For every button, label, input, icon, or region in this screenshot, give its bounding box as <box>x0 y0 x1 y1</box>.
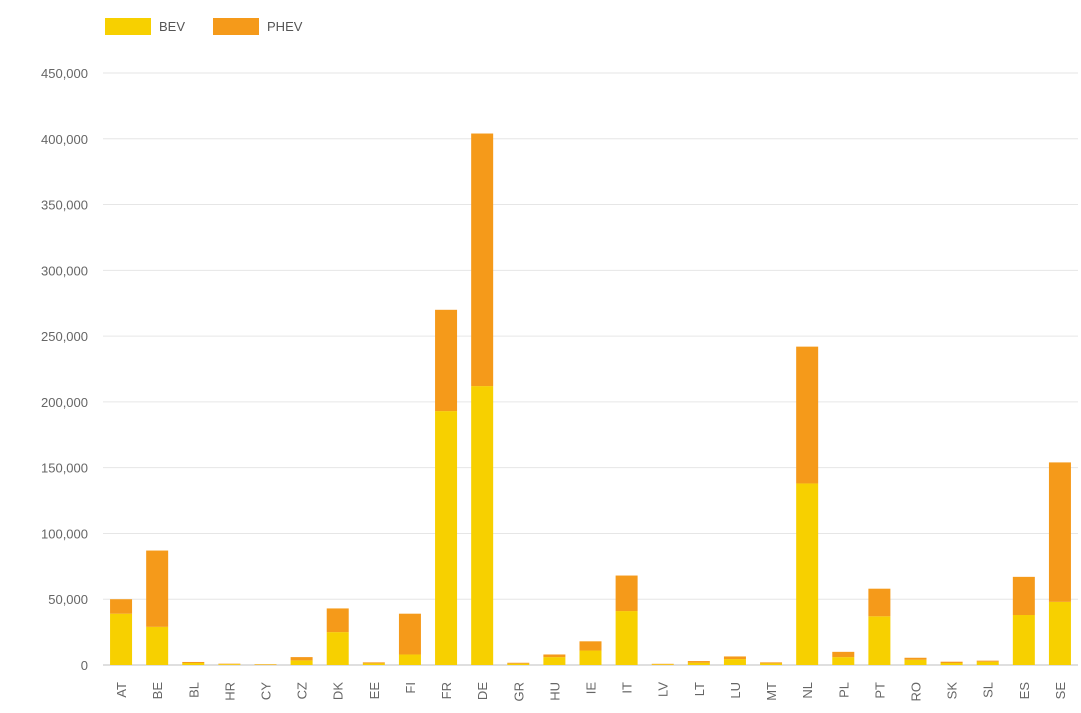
bar-bev-gr <box>507 663 530 665</box>
x-tick-label: RO <box>909 682 924 702</box>
chart-legend: BEV PHEV <box>105 18 302 35</box>
bar-phev-ee <box>362 662 385 664</box>
x-tick-label: BE <box>150 682 165 700</box>
bar-phev-at <box>110 599 133 614</box>
x-tick-label: AT <box>114 682 129 698</box>
bar-phev-dk <box>326 608 349 633</box>
bar-bev-hu <box>543 657 566 665</box>
bar-bev-sk <box>940 663 963 665</box>
y-tick-label: 250,000 <box>41 329 88 344</box>
legend-swatch-bev <box>105 18 151 35</box>
bar-phev-lu <box>723 656 746 660</box>
bar-bev-pt <box>868 616 891 665</box>
bar-phev-nl <box>796 346 819 484</box>
x-tick-label: LU <box>728 682 743 699</box>
bar-phev-bl <box>182 661 205 664</box>
y-tick-label: 450,000 <box>41 66 88 81</box>
bar-phev-ie <box>579 641 602 651</box>
bar-bev-ro <box>904 659 927 665</box>
bar-bev-bl <box>182 663 205 665</box>
bar-phev-mt <box>760 662 783 664</box>
x-tick-label: SE <box>1053 682 1068 700</box>
legend-item-phev[interactable]: PHEV <box>213 18 302 35</box>
bar-bev-ee <box>362 663 385 665</box>
x-tick-label: ES <box>1017 682 1032 700</box>
x-tick-label: IT <box>620 682 635 694</box>
bar-bev-sl <box>976 661 999 665</box>
x-tick-label: FI <box>403 682 418 694</box>
bar-bev-nl <box>796 483 819 665</box>
y-tick-label: 100,000 <box>41 526 88 541</box>
y-tick-label: 300,000 <box>41 263 88 278</box>
bar-bev-it <box>615 611 638 665</box>
bar-phev-es <box>1012 576 1035 616</box>
bar-bev-be <box>146 626 169 665</box>
bar-bev-fr <box>435 411 458 665</box>
bar-bev-cz <box>290 660 313 665</box>
bar-bev-dk <box>326 632 349 665</box>
y-tick-label: 0 <box>81 658 88 673</box>
x-tick-label: HU <box>547 682 562 701</box>
legend-swatch-phev <box>213 18 260 35</box>
x-tick-label: NL <box>800 682 815 699</box>
x-tick-label: LV <box>656 682 671 697</box>
bar-bev-at <box>110 613 133 665</box>
bar-phev-gr <box>507 662 530 664</box>
x-tick-label: EE <box>367 682 382 700</box>
x-tick-label: HR <box>222 682 237 701</box>
bar-phev-pt <box>868 588 891 617</box>
bar-phev-hr <box>218 663 241 665</box>
legend-label-phev: PHEV <box>267 19 303 34</box>
bar-bev-es <box>1012 615 1035 665</box>
y-tick-label: 200,000 <box>41 395 88 410</box>
bar-phev-lt <box>687 661 710 663</box>
bar-phev-it <box>615 575 638 612</box>
legend-item-bev[interactable]: BEV <box>105 18 185 35</box>
bar-bev-se <box>1048 601 1071 665</box>
bar-bev-ie <box>579 650 602 665</box>
bar-phev-fr <box>435 309 458 412</box>
legend-label-bev: BEV <box>159 19 186 34</box>
y-tick-label: 350,000 <box>41 198 88 213</box>
x-tick-label: PL <box>836 682 851 698</box>
bar-bev-lu <box>723 659 746 665</box>
bar-bev-fi <box>398 654 421 665</box>
x-tick-label: PT <box>872 682 887 699</box>
y-tick-label: 400,000 <box>41 132 88 147</box>
x-tick-label: IE <box>584 682 599 695</box>
x-tick-label: BL <box>186 682 201 698</box>
x-tick-label: GR <box>511 682 526 702</box>
x-tick-label: DK <box>331 682 346 700</box>
bar-phev-lv <box>651 663 674 665</box>
x-tick-label: SL <box>981 682 996 698</box>
x-tick-label: LT <box>692 682 707 696</box>
bar-phev-de <box>471 133 494 387</box>
x-tick-label: DE <box>475 682 490 700</box>
bar-phev-sl <box>976 660 999 662</box>
y-tick-label: 50,000 <box>48 592 88 607</box>
bar-phev-fi <box>398 613 421 655</box>
bar-phev-se <box>1048 462 1071 602</box>
x-tick-label: FR <box>439 682 454 699</box>
bar-bev-de <box>471 386 494 665</box>
bar-phev-pl <box>832 651 855 658</box>
bar-phev-be <box>146 550 169 627</box>
x-tick-label: CZ <box>295 682 310 699</box>
x-tick-label: MT <box>764 682 779 701</box>
bar-bev-lv <box>651 664 674 665</box>
bar-bev-hr <box>218 664 241 665</box>
y-tick-label: 150,000 <box>41 461 88 476</box>
bar-phev-ro <box>904 657 927 660</box>
bar-phev-sk <box>940 661 963 664</box>
bar-phev-cz <box>290 657 313 661</box>
bar-bev-pl <box>832 657 855 665</box>
bar-bev-lt <box>687 662 710 665</box>
x-tick-label: SK <box>945 682 960 700</box>
x-tick-label: CY <box>259 682 274 700</box>
bar-bev-mt <box>760 663 783 665</box>
bar-phev-hu <box>543 654 566 658</box>
